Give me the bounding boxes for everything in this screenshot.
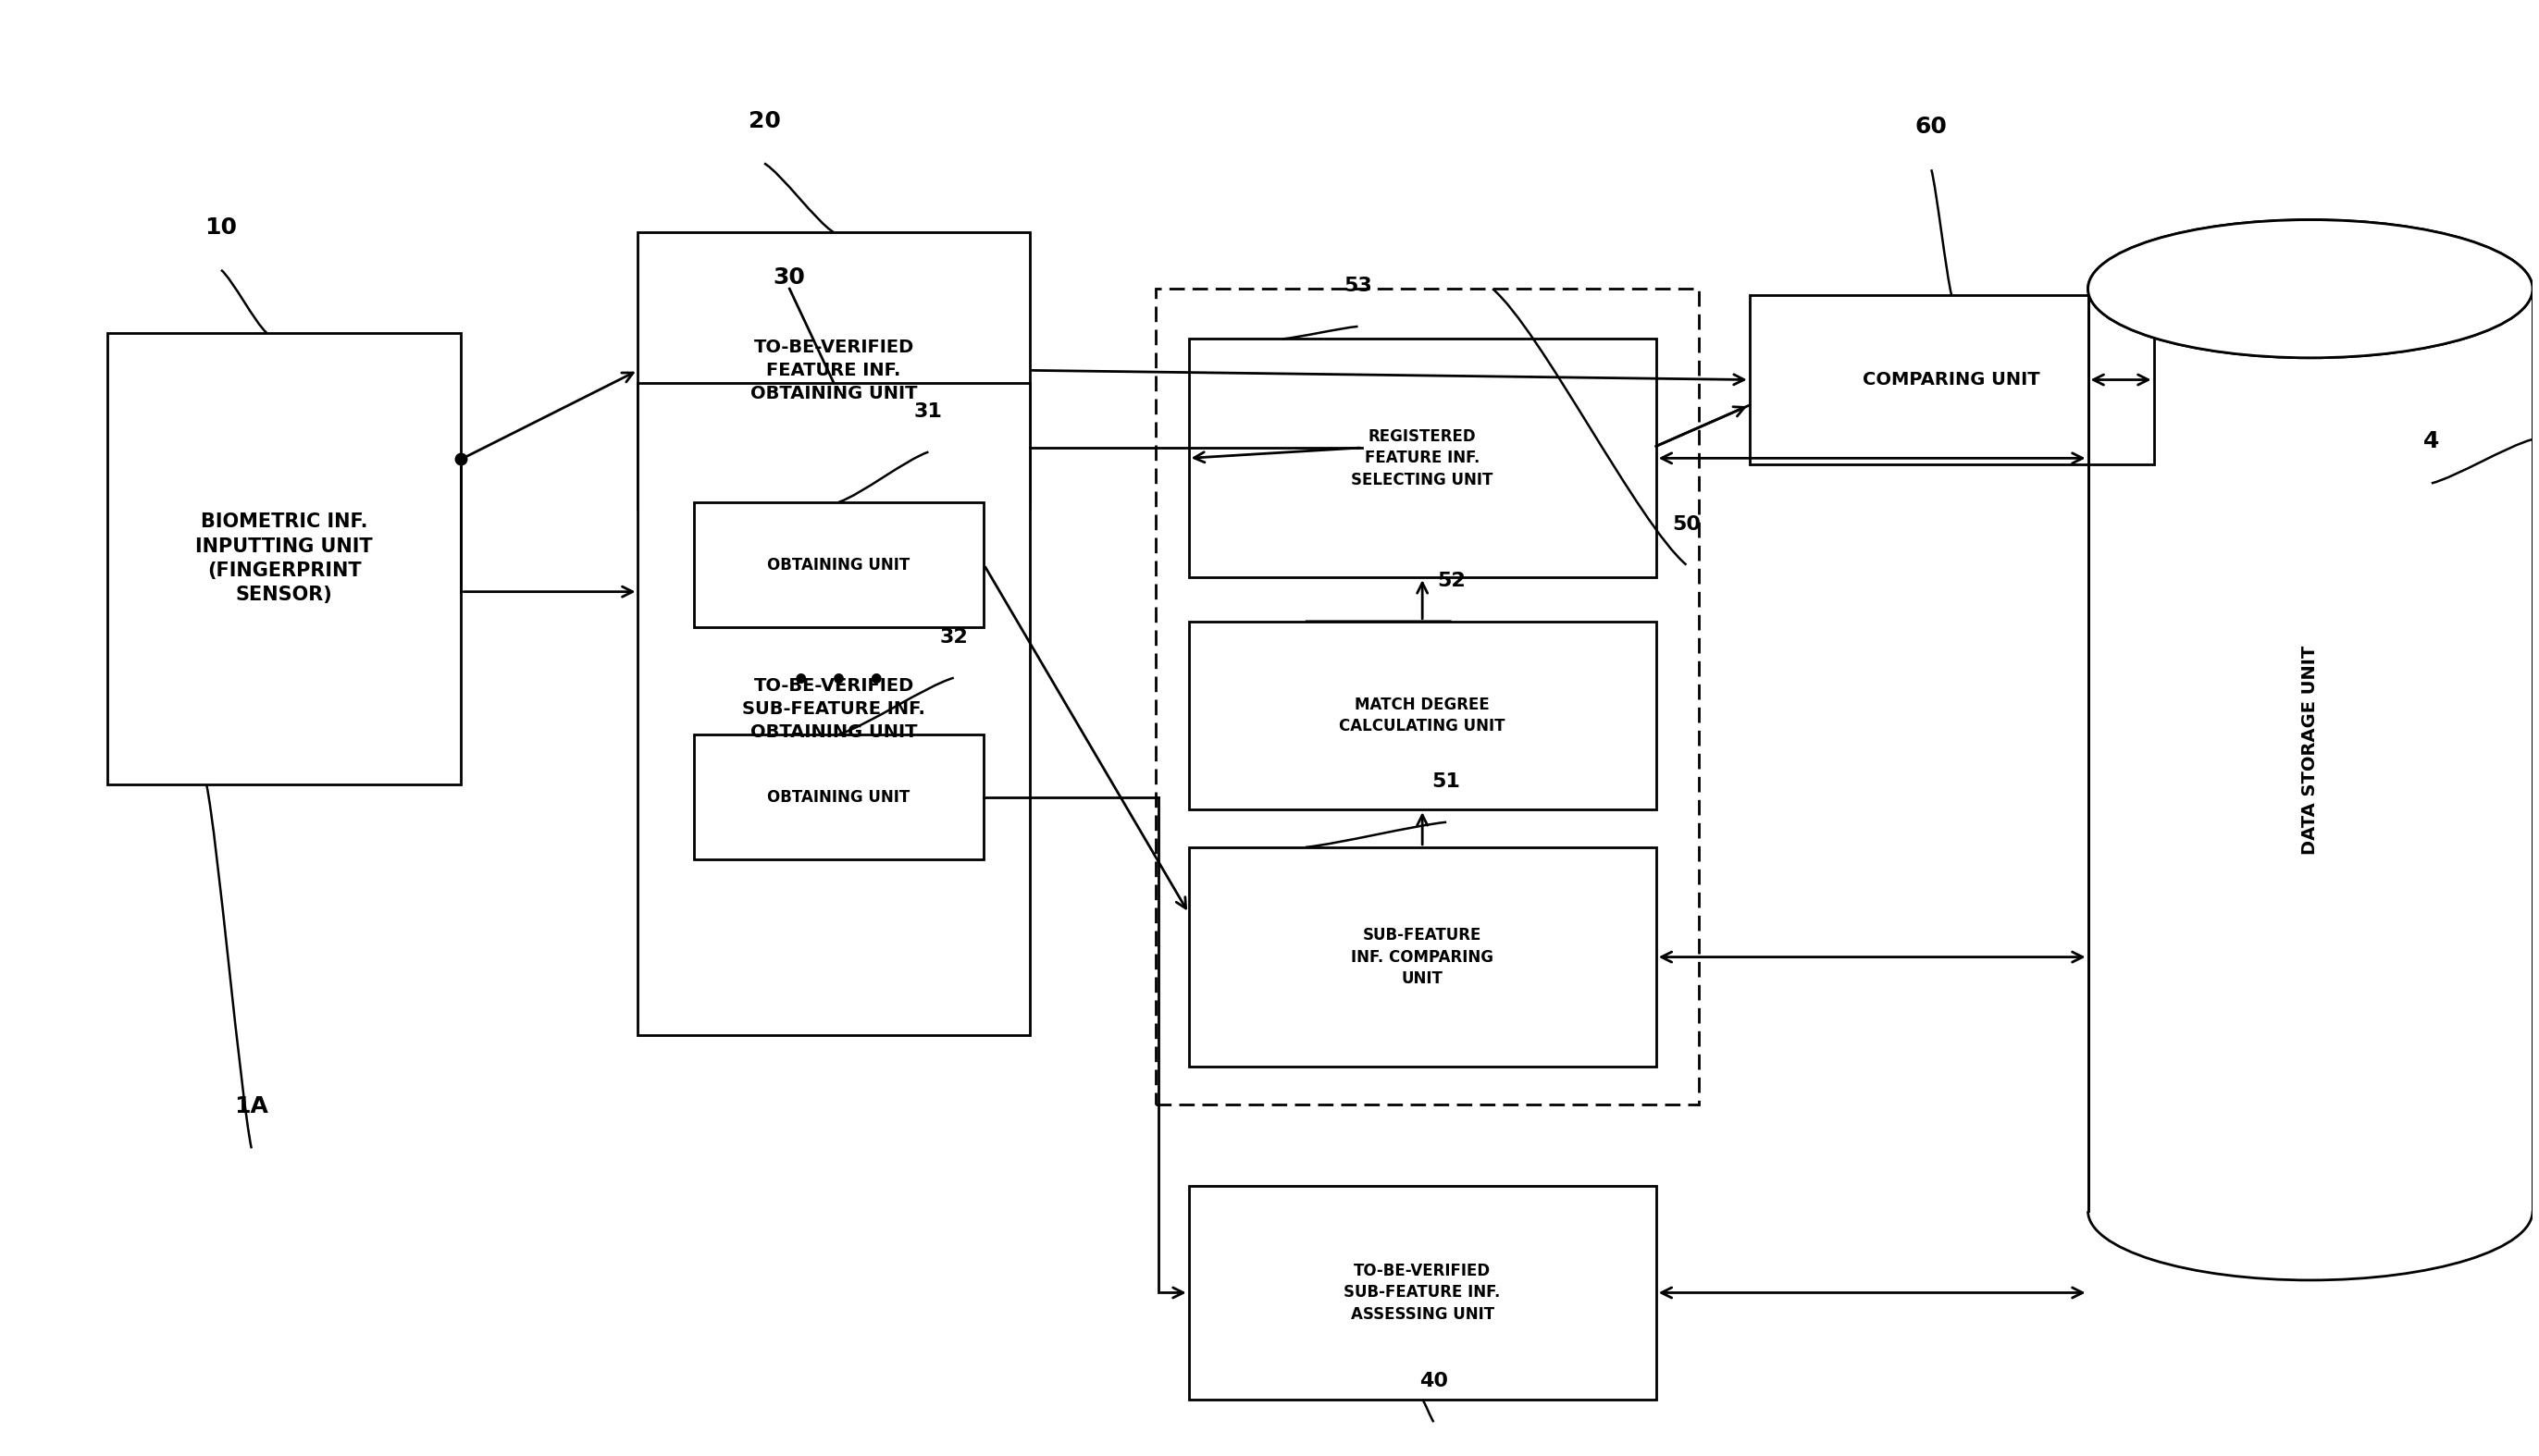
Text: DATA STORAGE UNIT: DATA STORAGE UNIT [2300, 645, 2318, 855]
Text: 30: 30 [774, 266, 805, 288]
Text: BIOMETRIC INF.
INPUTTING UNIT
(FINGERPRINT
SENSOR): BIOMETRIC INF. INPUTTING UNIT (FINGERPRI… [196, 513, 373, 604]
Text: COMPARING UNIT: COMPARING UNIT [1864, 371, 2041, 389]
Bar [1188, 339, 1655, 578]
Bar [1188, 847, 1655, 1067]
Bar [637, 233, 1028, 508]
Bar [107, 333, 462, 785]
Bar [693, 502, 985, 628]
Bar [637, 383, 1028, 1035]
Text: 10: 10 [206, 217, 236, 239]
Text: 51: 51 [1432, 772, 1460, 791]
Bar [1188, 622, 1655, 810]
Ellipse shape [2087, 220, 2531, 358]
Text: •  •  •: • • • [792, 667, 886, 695]
Text: 31: 31 [914, 402, 942, 421]
Bar [2087, 288, 2531, 1211]
Text: REGISTERED
FEATURE INF.
SELECTING UNIT: REGISTERED FEATURE INF. SELECTING UNIT [1351, 428, 1493, 488]
Text: TO-BE-VERIFIED
SUB-FEATURE INF.
OBTAINING UNIT: TO-BE-VERIFIED SUB-FEATURE INF. OBTAININ… [741, 677, 924, 741]
Text: 4: 4 [2425, 430, 2440, 451]
Ellipse shape [2087, 220, 2531, 358]
Text: MATCH DEGREE
CALCULATING UNIT: MATCH DEGREE CALCULATING UNIT [1338, 696, 1506, 735]
Text: 52: 52 [1437, 571, 1465, 590]
Text: 50: 50 [1673, 515, 1701, 533]
Bar [1155, 288, 1699, 1105]
Text: TO-BE-VERIFIED
SUB-FEATURE INF.
ASSESSING UNIT: TO-BE-VERIFIED SUB-FEATURE INF. ASSESSIN… [1343, 1262, 1501, 1324]
Text: 1A: 1A [234, 1095, 269, 1117]
Text: OBTAINING UNIT: OBTAINING UNIT [767, 789, 909, 805]
Text: OBTAINING UNIT: OBTAINING UNIT [767, 556, 909, 574]
Text: 40: 40 [1419, 1372, 1447, 1390]
Text: 60: 60 [1914, 116, 1947, 138]
Text: 32: 32 [939, 628, 967, 646]
Text: 53: 53 [1343, 277, 1371, 296]
Bar [693, 734, 985, 859]
Text: SUB-FEATURE
INF. COMPARING
UNIT: SUB-FEATURE INF. COMPARING UNIT [1351, 927, 1493, 987]
Bar [1749, 296, 2153, 464]
Text: TO-BE-VERIFIED
FEATURE INF.
OBTAINING UNIT: TO-BE-VERIFIED FEATURE INF. OBTAINING UN… [749, 338, 917, 402]
Text: 20: 20 [749, 109, 779, 132]
Bar [1188, 1187, 1655, 1399]
